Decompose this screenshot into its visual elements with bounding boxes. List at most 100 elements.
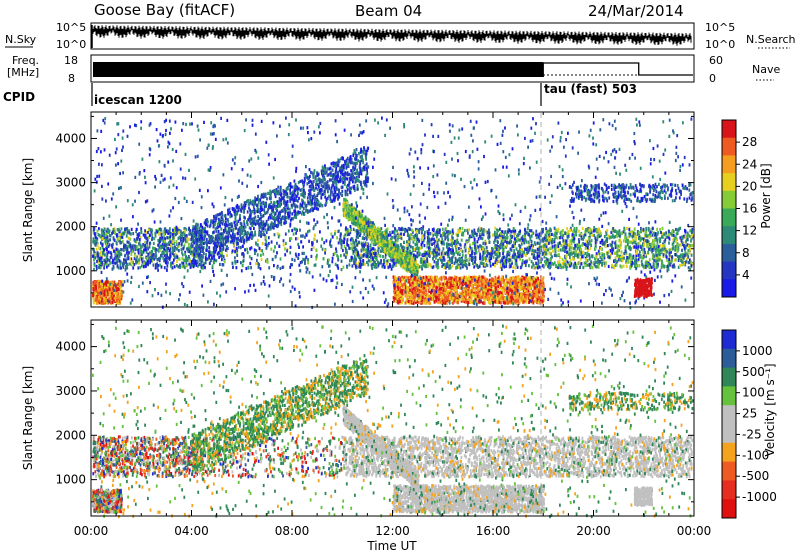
- echo-point: [520, 236, 523, 240]
- echo-point: [619, 241, 622, 245]
- echo-point: [449, 230, 451, 234]
- echo-point: [190, 245, 193, 249]
- echo-point: [474, 231, 477, 235]
- echo-point: [102, 233, 105, 237]
- echo-point: [681, 252, 684, 256]
- echo-point: [484, 242, 487, 246]
- echo-point: [235, 266, 238, 270]
- echo-point: [351, 255, 353, 259]
- beam-title: Beam 04: [355, 2, 422, 20]
- echo-point: [652, 262, 655, 266]
- echo-point: [103, 235, 106, 239]
- echo-point: [509, 240, 512, 244]
- echo-point: [181, 235, 184, 239]
- echo-point: [457, 252, 459, 256]
- echo-point: [524, 263, 527, 268]
- echo-point: [519, 238, 522, 242]
- echo-point: [189, 247, 192, 251]
- echo-point: [579, 244, 581, 248]
- echo-point: [528, 264, 530, 268]
- echo-point: [639, 238, 642, 242]
- echo-point: [130, 252, 133, 256]
- echo-point: [122, 232, 125, 236]
- echo-point: [654, 256, 657, 260]
- echo-point: [566, 263, 569, 267]
- echo-point: [412, 235, 415, 239]
- freq-unit-label: [MHz]: [7, 66, 39, 79]
- echo-point: [563, 245, 566, 249]
- echo-point: [516, 234, 518, 239]
- echo-point: [571, 256, 574, 260]
- echo-point: [105, 230, 108, 234]
- echo-point: [616, 244, 619, 248]
- echo-point: [594, 236, 597, 240]
- echo-point: [443, 258, 446, 262]
- echo-point: [655, 265, 658, 269]
- echo-point: [418, 246, 421, 250]
- echo-point: [436, 229, 438, 233]
- echo-point: [572, 251, 575, 255]
- echo-point: [575, 253, 577, 257]
- cpid-segment-1: icescan 1200: [94, 93, 182, 107]
- echo-point: [628, 246, 631, 250]
- echo-point: [654, 239, 656, 243]
- echo-point: [638, 236, 640, 241]
- echo-point: [362, 259, 365, 263]
- echo-point: [606, 251, 609, 255]
- echo-point: [167, 229, 170, 233]
- echo-point: [343, 237, 346, 241]
- echo-point: [619, 246, 622, 250]
- echo-point: [577, 255, 579, 259]
- echo-point: [393, 232, 396, 236]
- echo-point: [617, 244, 620, 248]
- echo-point: [171, 252, 174, 256]
- echo-point: [494, 226, 497, 230]
- echo-point: [690, 239, 692, 243]
- echo-point: [154, 266, 157, 270]
- echo-point: [392, 264, 395, 268]
- echo-point: [408, 243, 411, 247]
- echo-point: [168, 249, 171, 253]
- echo-point: [650, 227, 653, 232]
- echo-point: [590, 264, 592, 268]
- echo-point: [355, 243, 357, 248]
- echo-point: [499, 233, 501, 237]
- echo-point: [482, 247, 484, 251]
- echo-point: [484, 229, 487, 233]
- echo-point: [643, 237, 645, 241]
- echo-point: [348, 229, 351, 233]
- station-title: Goose Bay (fitACF): [94, 1, 235, 19]
- echo-point: [636, 247, 639, 251]
- echo-point: [118, 252, 120, 256]
- echo-point: [591, 233, 594, 237]
- echo-point: [151, 259, 153, 263]
- echo-point: [162, 256, 165, 260]
- echo-point: [603, 261, 606, 265]
- echo-point: [383, 261, 385, 265]
- echo-point: [506, 233, 508, 237]
- echo-point: [650, 242, 653, 246]
- echo-point: [171, 261, 174, 265]
- echo-point: [135, 240, 138, 244]
- echo-point: [671, 233, 673, 237]
- echo-point: [656, 227, 658, 231]
- echo-point: [101, 229, 104, 233]
- echo-point: [624, 236, 626, 240]
- echo-point: [358, 232, 360, 236]
- echo-point: [647, 245, 650, 249]
- echo-point: [609, 249, 612, 253]
- echo-point: [597, 251, 600, 255]
- echo-point: [625, 240, 627, 244]
- echo-point: [208, 261, 211, 265]
- echo-point: [363, 237, 365, 241]
- echo-point: [374, 253, 377, 257]
- echo-point: [451, 238, 454, 242]
- echo-point: [367, 247, 370, 251]
- echo-point: [645, 239, 647, 243]
- echo-point: [562, 242, 565, 246]
- echo-point: [491, 233, 494, 237]
- echo-point: [537, 235, 540, 239]
- echo-point: [524, 238, 526, 242]
- echo-point: [468, 257, 471, 261]
- echo-point: [163, 233, 165, 237]
